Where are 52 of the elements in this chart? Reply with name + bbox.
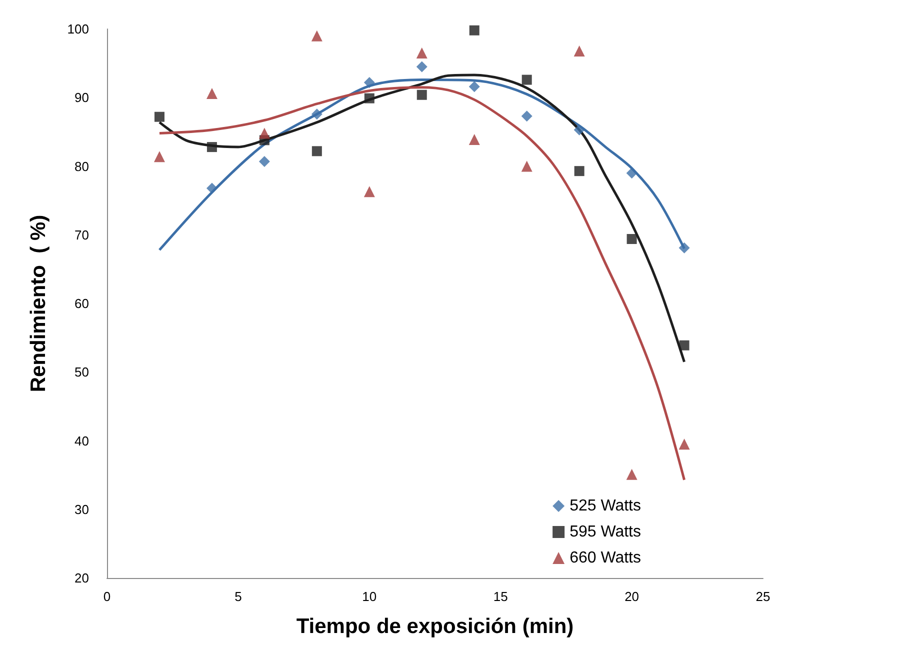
x-axis-title: Tiempo de exposición (min): [296, 615, 574, 638]
point: [364, 93, 374, 104]
x-tick-label: 15: [493, 589, 508, 604]
point: [206, 88, 218, 100]
y-tick-label: 100: [67, 22, 89, 36]
point: [574, 124, 585, 136]
y-tick-label: 60: [74, 296, 89, 311]
x-tick-label: 0: [103, 589, 111, 604]
point: [469, 25, 480, 36]
point: [416, 90, 427, 100]
point: [416, 61, 428, 72]
point: [258, 128, 270, 139]
legend-label: 660 Watts: [570, 550, 641, 566]
point: [364, 77, 375, 88]
y-tick-label: 20: [74, 570, 89, 586]
point: [678, 242, 690, 254]
point: [311, 108, 322, 120]
y-tick-label: 40: [74, 433, 89, 448]
point: [206, 182, 218, 194]
point: [574, 166, 584, 176]
point: [574, 45, 585, 56]
y-tick-label: 80: [74, 158, 89, 174]
point: [206, 142, 217, 152]
legend-label: 595 Watts: [570, 524, 641, 540]
legend-label: 525 Watts: [570, 498, 641, 514]
x-tick-label: 25: [756, 589, 770, 604]
point: [522, 74, 532, 85]
point: [258, 156, 270, 167]
point: [416, 48, 428, 59]
point: [154, 151, 165, 162]
point: [364, 186, 375, 198]
point: [468, 81, 480, 92]
point: [679, 340, 690, 350]
y-axis-title: Rendimiento ( %): [27, 214, 50, 392]
point: [521, 110, 532, 122]
line-series: [158, 86, 686, 482]
point: [311, 30, 322, 42]
point: [154, 112, 164, 122]
point: [312, 146, 322, 156]
point: [626, 168, 638, 179]
x-tick-label: 5: [234, 589, 242, 604]
point: [521, 160, 532, 172]
x-tick-label: 20: [624, 589, 640, 604]
y-tick-label: 90: [74, 90, 89, 106]
y-tick-label: 30: [74, 502, 89, 517]
y-tick-label: 50: [74, 364, 89, 380]
point: [678, 438, 690, 450]
point: [626, 468, 638, 480]
y-tick-label: 70: [74, 227, 89, 242]
point: [626, 234, 637, 244]
point: [468, 134, 480, 145]
x-tick-label: 10: [362, 589, 377, 604]
